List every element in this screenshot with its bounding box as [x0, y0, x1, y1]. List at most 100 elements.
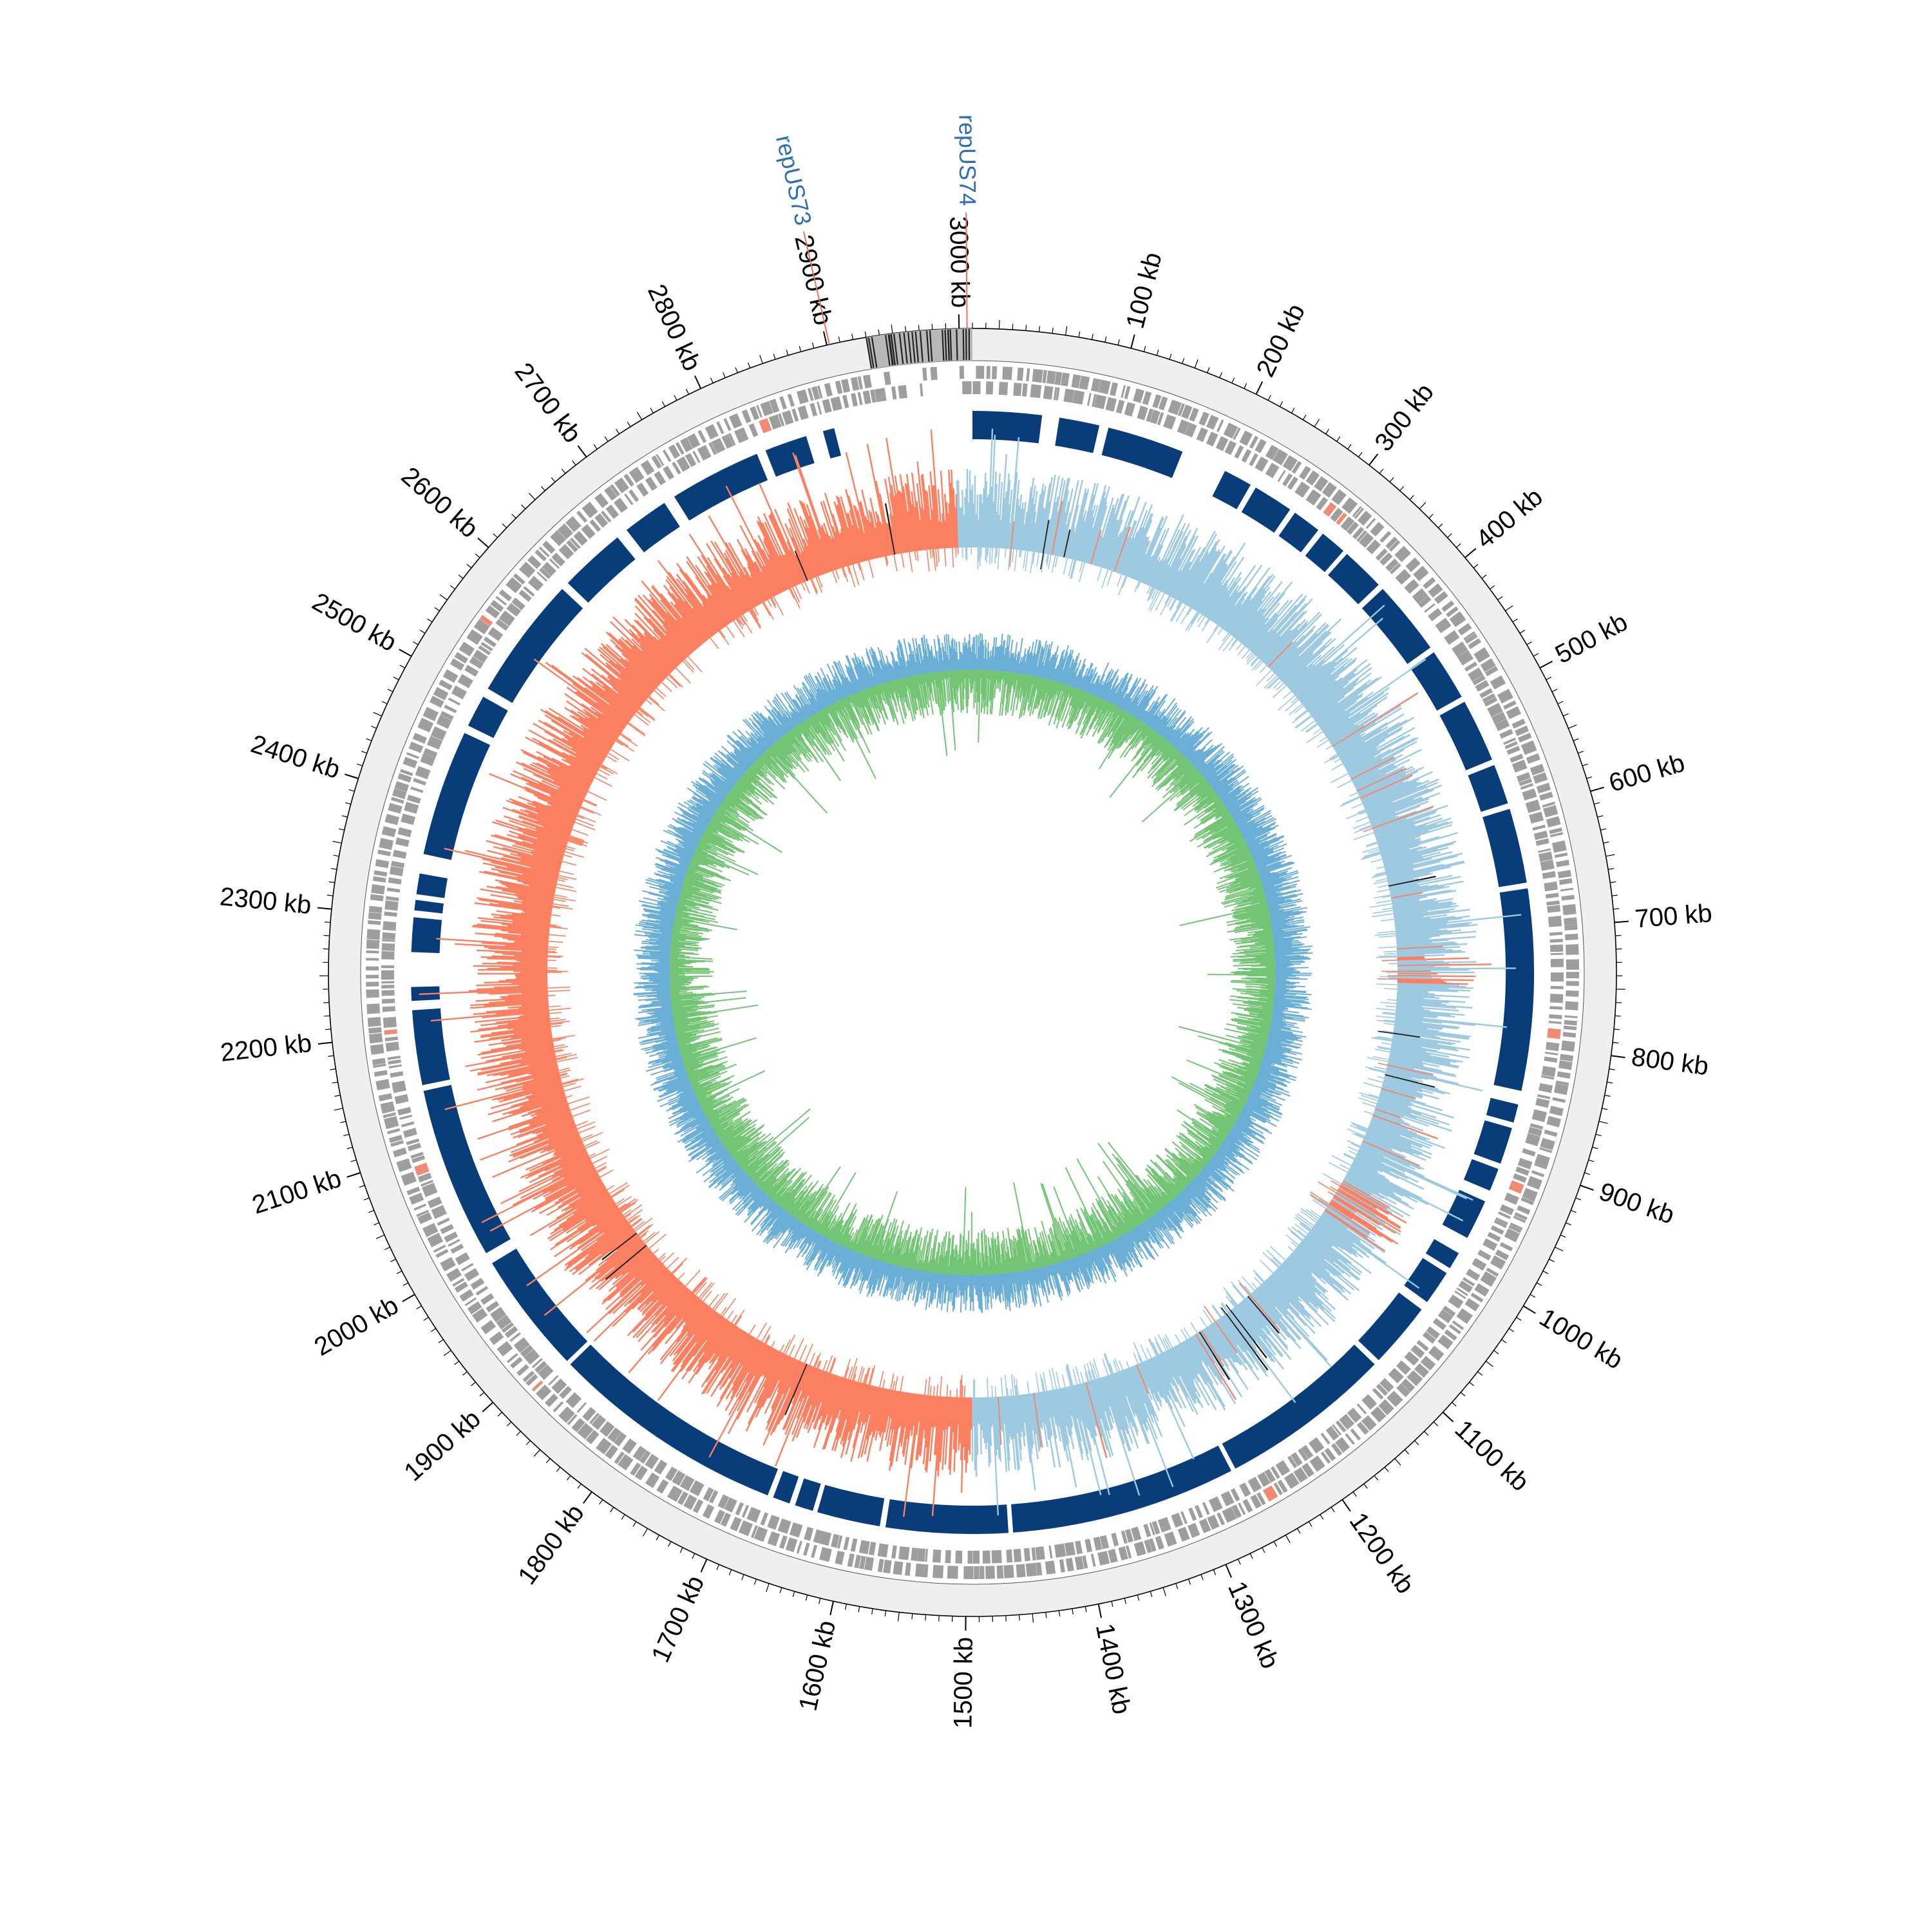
gc-skew-mark	[1348, 1170, 1396, 1196]
feature-reverse	[518, 589, 532, 602]
feature-reverse	[1428, 608, 1443, 621]
gc-skew-mark	[1381, 1042, 1392, 1045]
gc-skew-mark	[1253, 605, 1297, 654]
gc-skew-mark	[1397, 951, 1466, 956]
minor-tick	[390, 1258, 396, 1262]
gc-skew-mark	[1206, 625, 1219, 643]
gc-skew-mark	[933, 1396, 938, 1428]
gc-skew-mark	[1105, 519, 1123, 569]
feature-reverse	[1466, 1269, 1481, 1281]
gc-skew-mark	[1099, 493, 1125, 568]
gc-skew-mark	[1309, 1229, 1332, 1247]
feature-forward	[1566, 959, 1579, 970]
gc-skew-mark	[1176, 1344, 1197, 1378]
gc-skew-mark	[952, 1397, 957, 1450]
gc-skew-mark	[1292, 663, 1327, 694]
feature-reverse	[1206, 431, 1218, 447]
gc-skew-mark	[1343, 1153, 1355, 1160]
minor-tick	[1602, 1108, 1608, 1110]
gc-skew-mark	[1068, 1386, 1078, 1419]
feature-reverse	[488, 627, 504, 641]
feature-reverse	[1456, 1287, 1468, 1296]
gc-skew-mark	[687, 1306, 711, 1336]
gc-skew-mark	[1365, 781, 1439, 813]
feature-reverse	[1549, 931, 1563, 936]
gc-skew-mark	[1295, 1247, 1344, 1290]
gc-skew-mark	[1113, 1372, 1135, 1428]
gc-skew-mark	[1369, 903, 1392, 908]
feature-reverse	[1202, 1502, 1210, 1515]
feature-forward	[366, 939, 380, 949]
gc-skew-mark	[1323, 1211, 1347, 1229]
gc-skew-mark	[1227, 576, 1271, 633]
gc-skew-mark	[1390, 891, 1423, 899]
gc-skew-mark	[1051, 1390, 1060, 1427]
gc-skew-mark	[1302, 675, 1340, 706]
minor-tick	[545, 1458, 551, 1464]
feature-forward	[1533, 772, 1548, 784]
minor-tick	[434, 607, 440, 612]
gc-skew-mark	[1241, 581, 1293, 645]
feature-forward	[884, 371, 891, 385]
feature-forward	[723, 418, 732, 431]
feature-reverse	[898, 384, 907, 399]
gc-skew-mark	[1382, 849, 1418, 861]
gc-skew-mark	[645, 1282, 683, 1321]
minor-tick	[884, 1610, 887, 1616]
gc-skew-mark	[891, 1390, 899, 1430]
feature-forward	[738, 1520, 753, 1537]
gc-skew-mark	[1397, 977, 1441, 980]
gc-skew-mark	[1370, 815, 1396, 826]
feature-reverse	[1196, 427, 1208, 442]
feature-forward	[1555, 1080, 1569, 1086]
gc-skew-mark	[1363, 779, 1430, 809]
feature-reverse	[469, 656, 484, 669]
gc-skew-mark	[1279, 631, 1331, 680]
gc-skew-mark	[1341, 728, 1403, 764]
feature-reverse	[1249, 453, 1258, 466]
gc-skew-mark	[1317, 1181, 1336, 1193]
gc-skew-mark	[628, 1294, 697, 1374]
minor-tick	[341, 815, 348, 818]
gc-skew-mark	[1056, 1371, 1061, 1389]
gc-skew-mark	[1302, 1239, 1345, 1274]
gc-skew-mark	[994, 547, 997, 564]
gc-skew-mark	[850, 1385, 871, 1462]
gc-skew-mark	[1307, 673, 1356, 712]
gc-skew-mark	[1368, 849, 1380, 854]
feature-reverse	[542, 562, 556, 576]
gc-skew-mark	[784, 1334, 796, 1355]
gc-skew-mark	[1114, 1372, 1139, 1436]
feature-forward	[538, 546, 550, 558]
minor-tick	[1111, 1601, 1113, 1607]
gc-skew-mark	[1213, 1321, 1248, 1370]
gc-skew-mark	[590, 1148, 610, 1159]
minor-tick	[1237, 1558, 1241, 1565]
gc-skew-mark	[1332, 1197, 1357, 1213]
feature-forward	[1071, 374, 1081, 388]
gc-skew-mark	[1259, 1284, 1287, 1315]
gc-skew-mark	[1175, 604, 1187, 622]
gc-skew-mark	[1379, 1091, 1443, 1112]
gc-skew-mark	[978, 1397, 981, 1425]
gc-skew-mark	[1251, 659, 1262, 671]
minor-tick	[340, 1121, 346, 1123]
minor-tick	[1505, 605, 1513, 612]
gc-skew-mark	[1103, 1376, 1122, 1430]
feature-forward	[720, 1512, 732, 1527]
feature-forward	[1354, 507, 1365, 519]
gc-skew-mark	[1097, 567, 1103, 582]
gc-skew-mark	[1394, 1020, 1458, 1030]
gc-skew-mark	[1255, 1273, 1264, 1283]
gc-skew-mark	[1297, 667, 1335, 700]
minor-tick	[540, 486, 545, 491]
feature-reverse	[735, 1502, 744, 1516]
gc-skew-mark	[1001, 1396, 1005, 1424]
gc-skew-mark	[1381, 1084, 1423, 1098]
gc-skew-mark	[1117, 520, 1137, 574]
gc-skew-mark	[1171, 561, 1192, 598]
feature-reverse	[1548, 1021, 1562, 1025]
feature-forward	[435, 1249, 449, 1258]
gc-skew-mark	[1032, 551, 1036, 564]
gc-skew-mark	[1302, 659, 1356, 705]
